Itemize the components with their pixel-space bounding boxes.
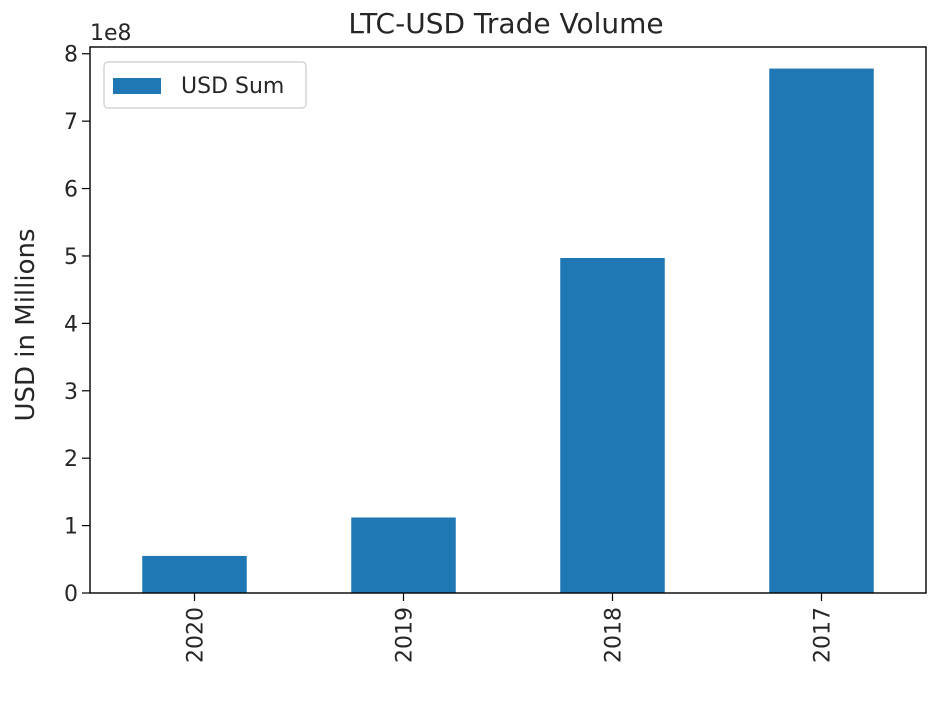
y-tick-label: 3	[64, 380, 78, 405]
x-axis-ticks: 2020 2019 2018 2017	[184, 593, 836, 663]
y-tick-label: 0	[64, 582, 78, 607]
x-tick-label: 2019	[393, 607, 418, 663]
y-axis-offset-label: 1e8	[90, 21, 132, 46]
y-axis-label: USD in Millions	[11, 228, 41, 421]
y-tick-label: 6	[64, 178, 78, 203]
y-tick-label: 4	[64, 312, 78, 337]
y-tick-label: 7	[64, 110, 78, 135]
x-tick-label: 2020	[184, 607, 209, 663]
y-tick-label: 5	[64, 245, 78, 270]
y-axis-ticks: 0 1 2 3 4 5 6 7 8	[64, 43, 90, 607]
plot-area	[142, 68, 874, 593]
y-tick-label: 8	[64, 43, 78, 68]
plot-frame	[89, 46, 927, 594]
y-tick-label: 2	[64, 447, 78, 472]
y-tick-label: 1	[64, 515, 78, 540]
x-tick-label: 2017	[811, 607, 836, 663]
chart-title: LTC-USD Trade Volume	[348, 7, 663, 40]
legend-box	[103, 61, 307, 109]
bar-2020	[142, 555, 247, 593]
legend: USD Sum	[103, 61, 307, 109]
legend-label: USD Sum	[181, 74, 284, 99]
bar-2017	[769, 68, 874, 593]
bar-2018	[560, 257, 665, 593]
bar-2019	[351, 517, 456, 593]
legend-swatch	[113, 78, 161, 94]
x-tick-label: 2018	[602, 607, 627, 663]
